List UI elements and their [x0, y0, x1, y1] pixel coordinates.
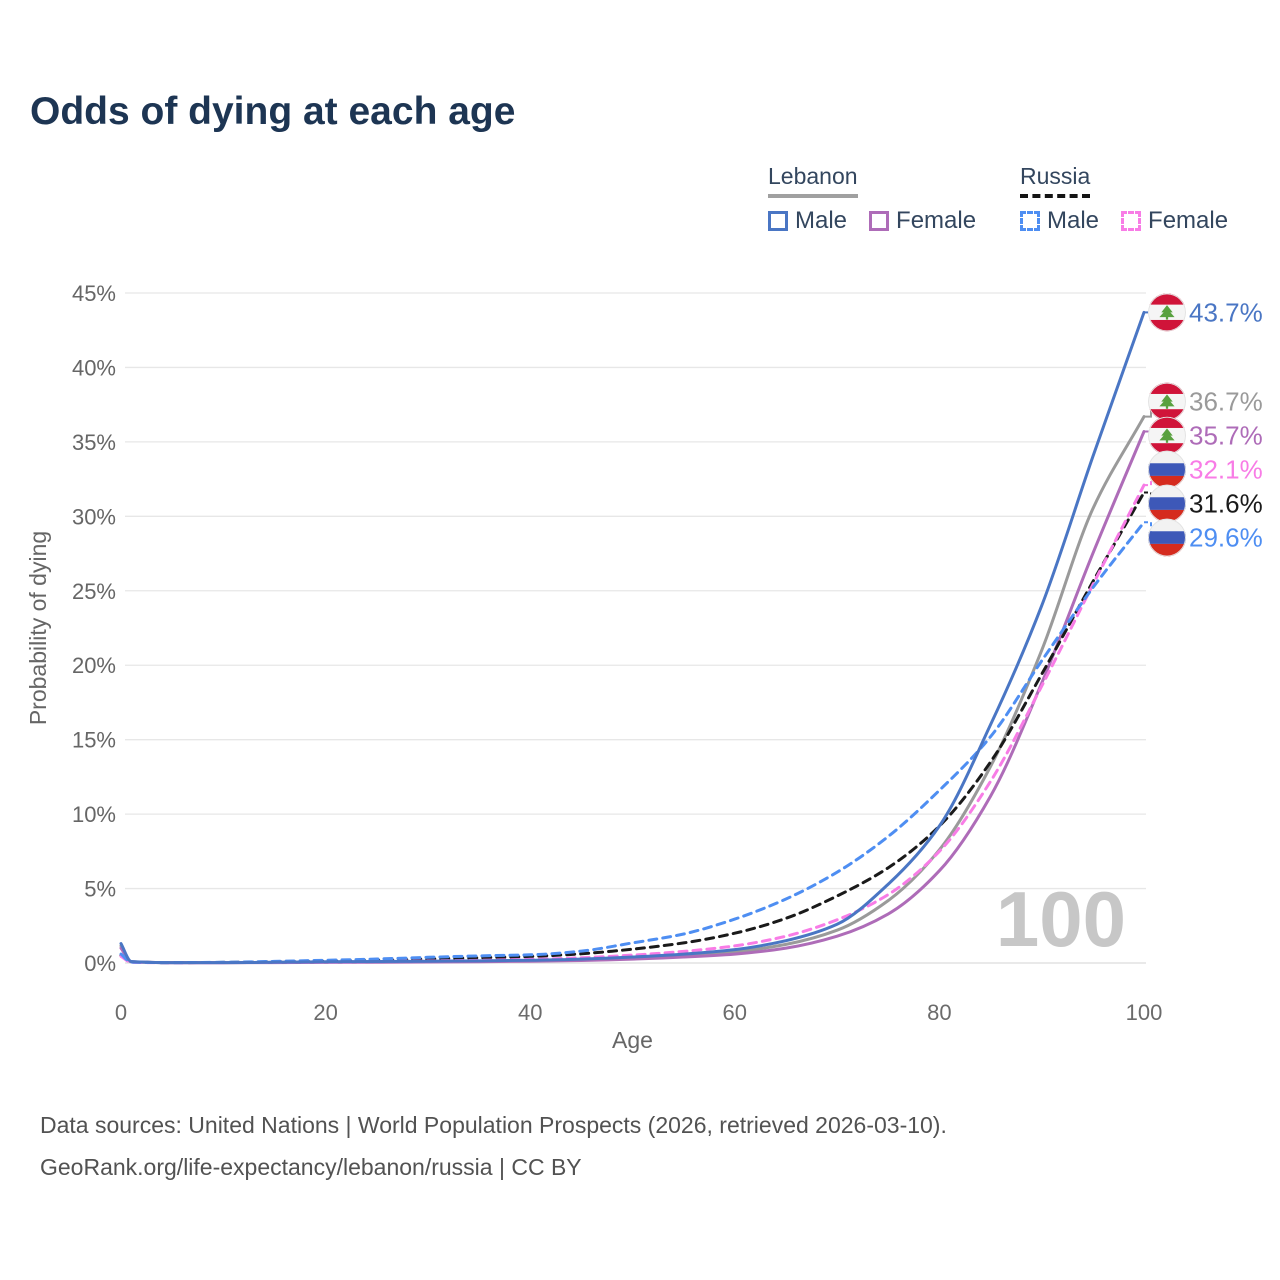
legend-item-label: Female — [1148, 207, 1229, 234]
chart-title: Odds of dying at each age — [30, 90, 516, 133]
russia-flag-icon — [1148, 518, 1186, 557]
y-tick-label: 30% — [72, 504, 116, 529]
legend-item-russia-female[interactable]: Female — [1121, 207, 1228, 235]
end-value-label-lebanon-male: 43.7% — [1189, 297, 1263, 327]
series-line-lebanon-male — [119, 310, 1146, 965]
y-axis-title: Probability of dying — [25, 531, 51, 725]
end-value-label-russia-female: 32.1% — [1189, 455, 1263, 485]
y-tick-label: 20% — [72, 653, 116, 678]
russia-male-swatch-icon — [1020, 211, 1040, 231]
lebanon-flag-icon — [1148, 293, 1186, 332]
x-tick-label: 20 — [313, 1000, 337, 1025]
y-tick-label: 25% — [72, 579, 116, 604]
age-watermark: 100 — [996, 875, 1126, 963]
x-tick-label: 60 — [723, 1000, 747, 1025]
lebanon-male-swatch-icon — [768, 211, 788, 231]
x-tick-label: 80 — [927, 1000, 951, 1025]
y-tick-label: 35% — [72, 430, 116, 455]
data-sources-text: Data sources: United Nations | World Pop… — [40, 1112, 947, 1138]
legend-group-russia: Russia Male Female — [1020, 163, 1228, 235]
legend-group-title-lebanon: Lebanon — [768, 163, 858, 198]
x-tick-label: 40 — [518, 1000, 542, 1025]
y-tick-label: 45% — [72, 281, 116, 306]
y-tick-label: 0% — [84, 951, 116, 976]
russia-flag-icon — [1148, 450, 1186, 489]
georank-link[interactable]: GeoRank.org/life-expectancy/lebanon/russ… — [40, 1154, 582, 1180]
footer: Data sources: United Nations | World Pop… — [40, 1104, 947, 1188]
legend-item-label: Female — [896, 207, 977, 234]
legend-group-title-russia: Russia — [1020, 163, 1091, 198]
russia-flag-icon — [1148, 484, 1186, 523]
y-tick-label: 5% — [84, 877, 116, 902]
end-value-label-lebanon-both-sexes: 36.7% — [1189, 387, 1263, 417]
y-tick-label: 15% — [72, 728, 116, 753]
legend-item-label: Male — [795, 207, 848, 234]
legend-item-russia-male[interactable]: Male — [1020, 207, 1099, 235]
lebanon-flag-icon — [1148, 416, 1186, 455]
russia-female-swatch-icon — [1121, 211, 1142, 231]
x-axis-title: Age — [612, 1027, 653, 1053]
legend-item-lebanon-male[interactable]: Male — [768, 207, 847, 235]
series-line-russia-male — [119, 520, 1146, 965]
end-value-label-lebanon-female: 35.7% — [1189, 421, 1263, 451]
legend-item-label: Male — [1047, 207, 1100, 234]
legend: Lebanon Male Female Russia Male — [0, 163, 1280, 243]
lebanon-female-swatch-icon — [869, 211, 890, 231]
end-value-label-russia-both-sexes: 31.6% — [1189, 489, 1263, 519]
legend-item-lebanon-female[interactable]: Female — [869, 207, 976, 235]
end-value-label-russia-male: 29.6% — [1189, 523, 1263, 553]
series-line-lebanon-female — [119, 430, 1146, 965]
legend-group-lebanon: Lebanon Male Female — [768, 163, 976, 235]
series-line-lebanon-both-sexes — [119, 415, 1146, 965]
y-tick-label: 10% — [72, 802, 116, 827]
x-tick-label: 100 — [1126, 1000, 1163, 1025]
x-tick-label: 0 — [115, 1000, 127, 1025]
y-tick-label: 40% — [72, 355, 116, 380]
lebanon-flag-icon — [1148, 382, 1186, 421]
